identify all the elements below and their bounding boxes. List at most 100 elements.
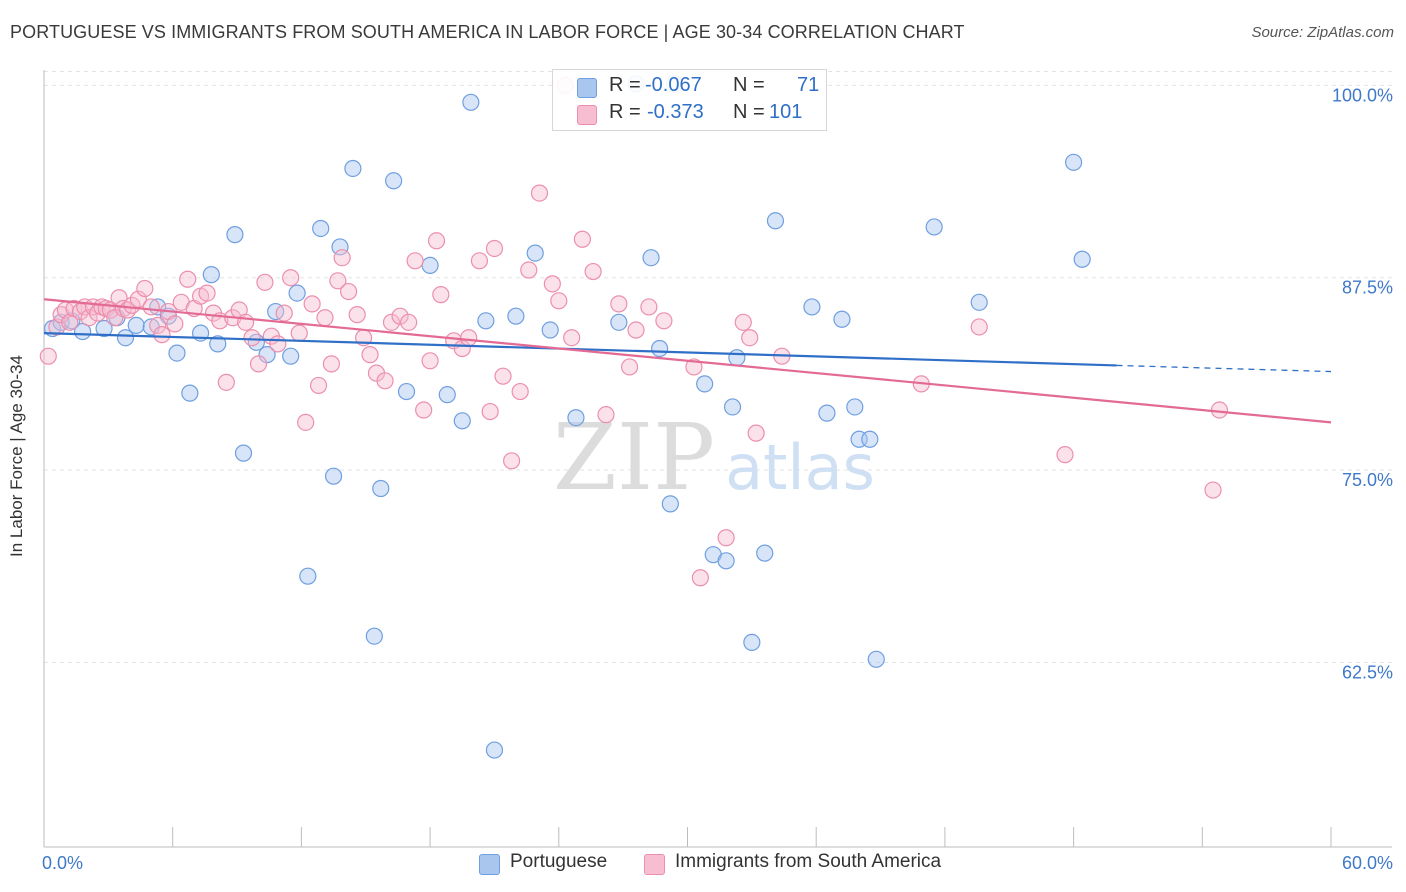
watermark-zip: ZIP <box>553 404 715 511</box>
legend-label-portuguese: Portuguese <box>510 851 608 872</box>
data-point <box>249 355 268 373</box>
data-point <box>95 319 113 338</box>
data-point <box>543 275 561 293</box>
legend-swatch-portuguese <box>479 854 500 875</box>
legend-label-immigrants: Immigrants from South America <box>675 851 942 872</box>
data-point <box>438 386 456 404</box>
data-point <box>597 406 615 424</box>
data-point <box>376 372 394 390</box>
data-point <box>382 313 401 331</box>
y-tick-label: 62.5% <box>1342 662 1393 682</box>
y-axis-label: In Labor Force | Age 30-34 <box>7 355 26 557</box>
data-point <box>970 318 988 336</box>
y-tick-label: 75.0% <box>1342 470 1393 490</box>
legend-r-label: R = <box>609 101 641 123</box>
trend-lines <box>43 298 1332 424</box>
data-point <box>421 256 439 275</box>
data-point <box>743 633 761 651</box>
legend-r-value: -0.373 <box>647 101 704 123</box>
data-point <box>460 329 478 347</box>
data-point <box>243 329 261 347</box>
data-point <box>136 279 154 298</box>
data-point <box>573 230 591 248</box>
data-point <box>269 335 287 353</box>
data-point <box>127 316 145 335</box>
data-point <box>123 296 141 315</box>
data-point <box>299 567 317 585</box>
data-point <box>282 269 300 287</box>
legend-n-label: N = <box>733 74 765 96</box>
data-point <box>116 329 135 347</box>
data-point <box>833 310 851 328</box>
data-point <box>756 544 774 562</box>
data-point <box>550 292 568 310</box>
data-point <box>494 367 512 385</box>
data-point <box>747 424 765 442</box>
data-point <box>372 479 390 498</box>
data-point <box>324 467 343 485</box>
data-point <box>640 298 658 316</box>
points-portuguese <box>43 75 1091 759</box>
data-point <box>620 358 639 376</box>
legend-n-value: 71 <box>797 74 820 96</box>
gridlines <box>44 71 1392 663</box>
data-point <box>477 312 495 330</box>
data-point <box>970 293 988 311</box>
watermark-atlas: atlas <box>725 431 875 504</box>
legend-r-value: -0.067 <box>645 74 702 96</box>
data-point <box>198 284 216 302</box>
y-tick-label: 100.0% <box>1332 85 1393 105</box>
data-point <box>1204 481 1222 499</box>
data-point <box>39 347 57 365</box>
data-point <box>846 398 864 416</box>
data-point <box>563 329 581 347</box>
data-point <box>1056 446 1074 464</box>
data-point <box>258 346 276 364</box>
data-point <box>717 529 735 547</box>
watermark: ZIP atlas <box>553 404 875 511</box>
legend-n-label: N = <box>733 101 765 123</box>
x-tick-label: 60.0% <box>1342 853 1393 873</box>
legend-swatch-immigrants <box>644 854 665 875</box>
data-point <box>385 172 403 190</box>
data-point <box>234 444 253 462</box>
chart-title: PORTUGUESE VS IMMIGRANTS FROM SOUTH AMER… <box>10 22 965 42</box>
y-tick-label: 87.5% <box>1342 278 1393 298</box>
legend-swatch-portuguese <box>577 78 597 98</box>
data-point <box>661 495 679 513</box>
data-point <box>166 315 184 333</box>
data-point <box>168 344 186 362</box>
data-point <box>290 324 308 342</box>
data-point <box>400 313 418 331</box>
data-point <box>610 295 628 313</box>
data-point <box>406 252 424 270</box>
data-point <box>584 262 602 281</box>
data-point <box>153 326 171 344</box>
data-point <box>312 219 330 238</box>
trend-line <box>43 332 1117 367</box>
data-point <box>453 412 471 430</box>
stats-legend: R = -0.067 N = 71 R = -0.373 N = 101 <box>552 69 827 131</box>
source-label: Source: ZipAtlas.com <box>1251 24 1394 41</box>
data-point <box>427 232 446 250</box>
data-point <box>1064 153 1083 171</box>
data-point <box>209 335 227 353</box>
data-point <box>1073 250 1091 268</box>
data-point <box>344 159 362 178</box>
data-point <box>282 347 300 365</box>
legend-r-label: R = <box>609 74 641 96</box>
data-point <box>925 218 943 236</box>
data-point <box>397 382 416 401</box>
data-point <box>322 355 341 373</box>
data-point <box>74 322 92 341</box>
data-point <box>481 402 499 421</box>
data-point <box>462 93 480 111</box>
data-point <box>470 252 489 270</box>
data-point <box>717 552 735 570</box>
data-point <box>226 226 244 244</box>
tick-labels: 62.5% 75.0% 87.5% 100.0% 0.0% 60.0% <box>42 85 1393 873</box>
data-point <box>333 249 351 267</box>
data-point <box>303 295 321 313</box>
data-point <box>288 284 306 302</box>
